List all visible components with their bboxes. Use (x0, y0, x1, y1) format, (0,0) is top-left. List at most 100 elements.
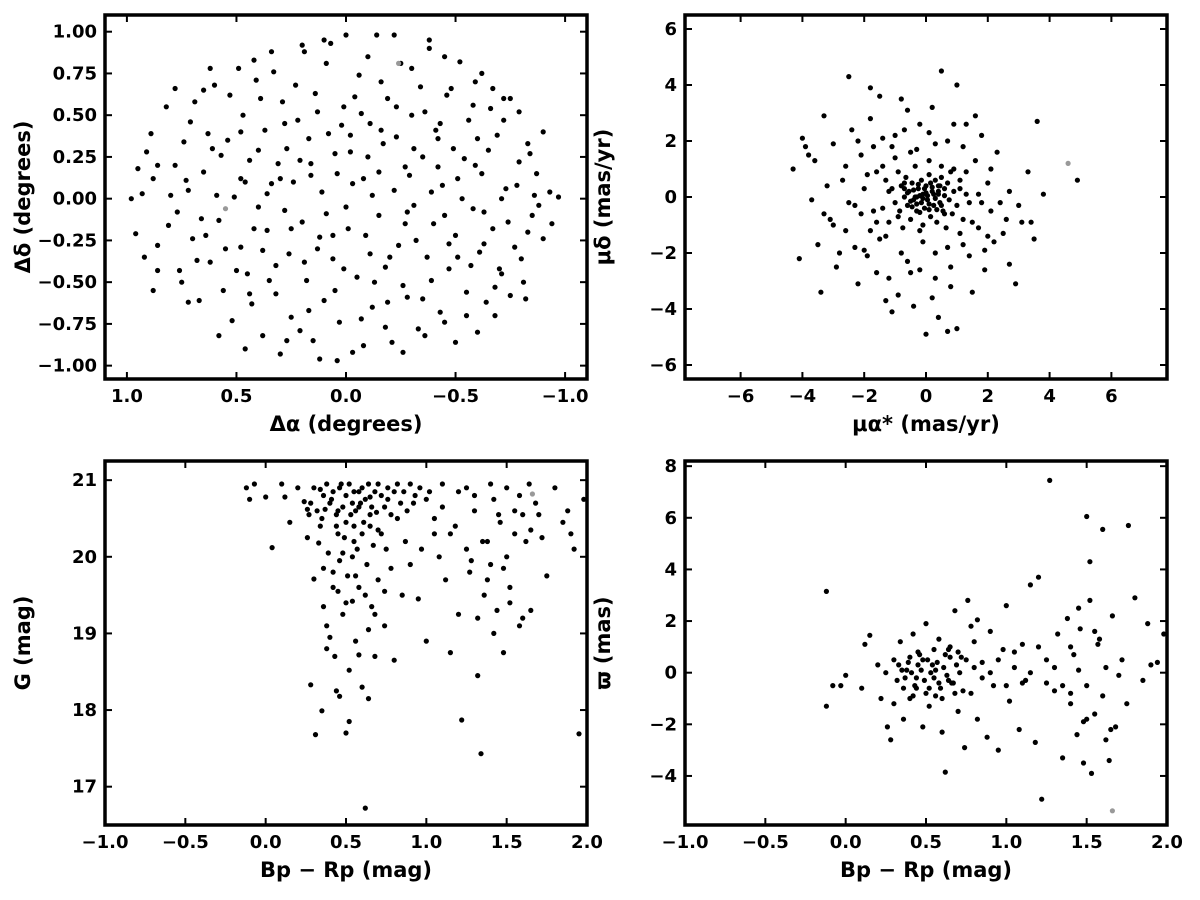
data-point (949, 211, 955, 217)
data-point (938, 68, 945, 74)
data-point (821, 211, 827, 217)
data-point (139, 191, 145, 197)
data-point (436, 554, 442, 560)
data-point (809, 197, 815, 203)
data-point (894, 677, 900, 684)
data-point (243, 485, 249, 491)
data-point (238, 244, 244, 250)
data-point (467, 569, 473, 575)
x-tick-labels: −1.0 −0.5 0.0 0.5 1.0 1.5 2.0 (82, 832, 603, 853)
data-point (133, 231, 139, 237)
data-point (349, 500, 355, 506)
data-point (150, 287, 156, 294)
data-point (960, 242, 966, 248)
data-point (830, 683, 836, 689)
x-tick-label: 0.5 (910, 832, 942, 853)
data-point (982, 247, 988, 253)
data-point (491, 496, 497, 502)
data-point (900, 225, 906, 231)
data-point (870, 208, 877, 214)
data-point (231, 194, 237, 200)
data-point (317, 523, 323, 529)
panel-proper-motion: −6 −4 −2 0 2 4 6 −6 −4 −2 0 2 4 6 μα* (mas/yr) μδ (m… (591, 13, 1169, 436)
data-point (941, 186, 948, 192)
data-point (238, 176, 244, 182)
data-point (957, 230, 963, 236)
data-point (859, 685, 865, 691)
data-point (279, 99, 286, 105)
data-point (895, 214, 901, 220)
data-point (1154, 659, 1160, 666)
data-point (319, 515, 325, 522)
data-point (1000, 646, 1006, 653)
data-point (337, 693, 343, 699)
data-point (507, 95, 513, 102)
data-point (378, 127, 384, 133)
data-point (308, 161, 314, 167)
data-point (525, 141, 531, 147)
data-point (391, 32, 397, 38)
data-point (362, 805, 368, 811)
data-point (251, 481, 257, 487)
data-point (954, 82, 960, 88)
data-point (1087, 597, 1093, 604)
data-point (190, 236, 196, 242)
data-point (466, 117, 472, 123)
data-point (995, 747, 1001, 753)
data-point (383, 546, 389, 552)
x-tick-label: −4 (789, 386, 817, 407)
plot-frame (683, 459, 1169, 827)
data-point (936, 680, 942, 686)
data-point (324, 623, 330, 629)
data-point (301, 499, 307, 505)
y-tick-label: −2 (649, 714, 677, 735)
data-point (346, 481, 352, 487)
data-point (492, 284, 498, 290)
data-point (343, 204, 349, 210)
data-point (937, 183, 943, 189)
y-tick-label: 21 (72, 470, 97, 491)
x-tick-label: 0.0 (250, 832, 282, 853)
data-point (512, 508, 518, 514)
data-point (1100, 526, 1106, 533)
data-point (926, 158, 932, 164)
data-point (155, 267, 161, 274)
data-point (1125, 522, 1131, 529)
data-point (251, 57, 257, 63)
data-point (910, 631, 916, 637)
y-tick-label: 19 (72, 623, 97, 644)
data-point (982, 267, 988, 273)
data-point (442, 54, 448, 60)
data-point (870, 144, 877, 150)
data-point (459, 196, 465, 202)
data-point (914, 146, 920, 152)
data-point (284, 146, 290, 152)
y-tick-label: 2 (664, 611, 677, 632)
data-point (901, 127, 908, 133)
tick-marks (684, 461, 1168, 825)
data-point (446, 266, 452, 272)
x-tick-labels: −6 −4 −2 0 2 4 6 (727, 386, 1118, 407)
data-point (904, 107, 911, 113)
data-point (444, 92, 450, 98)
data-point (306, 307, 312, 314)
data-point (529, 212, 535, 218)
data-point (401, 489, 407, 495)
data-point (1074, 732, 1080, 738)
data-point (369, 504, 375, 510)
data-point (150, 176, 156, 182)
data-point (1092, 628, 1098, 635)
data-point (483, 299, 489, 305)
data-point (356, 489, 362, 495)
data-point (941, 664, 947, 671)
data-point (194, 257, 200, 263)
data-point (880, 163, 886, 169)
data-point (343, 519, 349, 525)
data-point (940, 208, 946, 214)
data-point (236, 65, 242, 71)
data-point (369, 304, 375, 310)
data-point (966, 253, 972, 259)
data-point (412, 492, 418, 499)
data-point (904, 202, 911, 208)
data-point (358, 110, 364, 117)
